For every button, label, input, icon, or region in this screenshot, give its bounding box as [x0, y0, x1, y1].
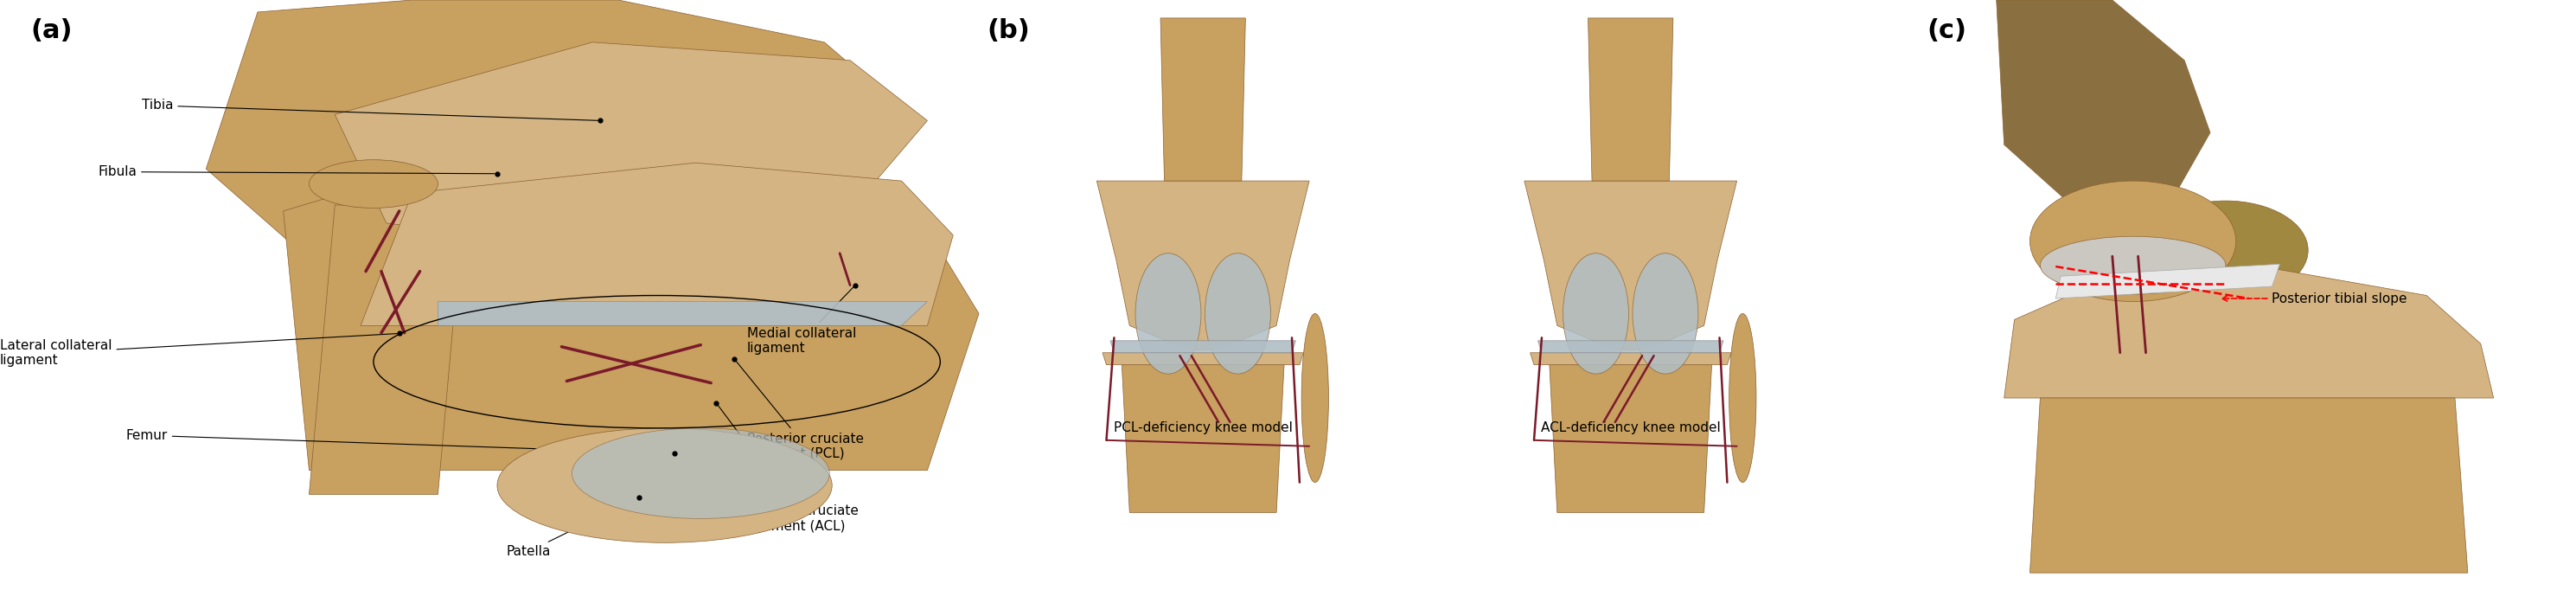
Text: Medial collateral
ligament: Medial collateral ligament: [747, 287, 855, 355]
Text: Patella: Patella: [505, 499, 636, 558]
Ellipse shape: [572, 428, 829, 519]
Ellipse shape: [497, 428, 832, 543]
Text: Lateral collateral
ligament: Lateral collateral ligament: [0, 333, 397, 367]
Ellipse shape: [2040, 236, 2226, 294]
Text: (a): (a): [31, 18, 72, 43]
Polygon shape: [335, 42, 927, 265]
Polygon shape: [1996, 0, 2210, 223]
Text: ACL-deficiency knee model: ACL-deficiency knee model: [1540, 421, 1721, 435]
Polygon shape: [2004, 268, 2494, 398]
Ellipse shape: [1206, 253, 1270, 374]
Polygon shape: [1110, 341, 1296, 353]
Polygon shape: [206, 0, 902, 283]
Polygon shape: [1530, 353, 1731, 365]
Ellipse shape: [1564, 253, 1628, 374]
Ellipse shape: [2143, 201, 2308, 300]
Ellipse shape: [1728, 314, 1757, 482]
Text: (c): (c): [1927, 18, 1965, 43]
Text: PCL-deficiency knee model: PCL-deficiency knee model: [1113, 421, 1293, 435]
Text: Posterior cruciate
ligament (PCL): Posterior cruciate ligament (PCL): [737, 361, 863, 460]
Text: Posterior tibial slope: Posterior tibial slope: [2223, 292, 2409, 305]
Ellipse shape: [1136, 253, 1200, 374]
Ellipse shape: [1633, 253, 1698, 374]
Polygon shape: [1123, 365, 1283, 513]
Ellipse shape: [309, 160, 438, 208]
Polygon shape: [283, 157, 979, 470]
Text: Anterior cruciate
ligament (ACL): Anterior cruciate ligament (ACL): [719, 405, 858, 532]
Polygon shape: [309, 205, 464, 494]
Text: Fibula: Fibula: [98, 165, 495, 178]
Polygon shape: [361, 163, 953, 326]
Ellipse shape: [1301, 314, 1329, 482]
Polygon shape: [1525, 181, 1736, 350]
Polygon shape: [1097, 181, 1309, 350]
Text: (b): (b): [987, 18, 1030, 43]
Text: Femur: Femur: [126, 429, 672, 453]
Polygon shape: [1103, 353, 1303, 365]
Polygon shape: [2056, 264, 2280, 298]
Polygon shape: [1159, 18, 1247, 181]
Ellipse shape: [2030, 181, 2236, 302]
Polygon shape: [2030, 398, 2468, 573]
Text: Tibia: Tibia: [142, 99, 598, 121]
Polygon shape: [1587, 18, 1674, 181]
Polygon shape: [1551, 365, 1710, 513]
Polygon shape: [1538, 341, 1723, 353]
Polygon shape: [438, 302, 927, 326]
